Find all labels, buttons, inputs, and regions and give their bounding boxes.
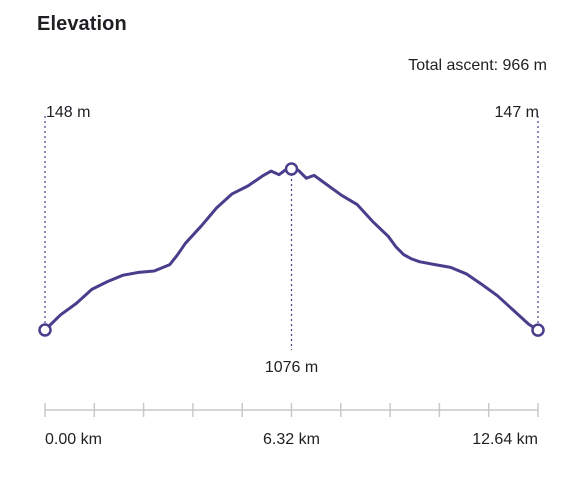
total-ascent-label: Total ascent: 966 m (408, 57, 547, 74)
end-elevation-label: 147 m (495, 104, 539, 121)
start-elevation-label: 148 m (46, 104, 90, 121)
peak-elevation-label: 1076 m (265, 359, 318, 376)
x-tick-label-1: 6.32 km (263, 431, 320, 448)
chart-title: Elevation (37, 13, 127, 35)
x-tick-label-2: 12.64 km (472, 431, 538, 448)
start-marker (38, 323, 52, 337)
peak-marker (284, 162, 299, 176)
end-marker (531, 323, 545, 337)
x-tick-label-0: 0.00 km (45, 431, 102, 448)
